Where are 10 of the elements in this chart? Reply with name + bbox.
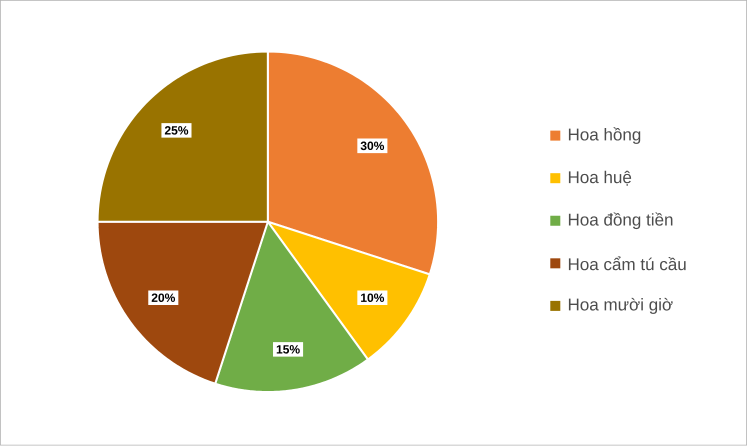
data-label: 10%: [361, 294, 384, 302]
legend-label: Hoa cẩm tú cầu: [568, 256, 686, 271]
legend-label: Hoa huệ: [568, 170, 632, 186]
data-label: 15%: [276, 345, 300, 354]
data-label: 20%: [152, 294, 176, 302]
data-label: 30%: [360, 142, 384, 150]
legend-label: Hoa mười giờ: [568, 298, 673, 314]
data-label: 25%: [164, 126, 188, 135]
legend-label: Hoa hồng: [568, 128, 640, 144]
legend-label: Hoa đồng tiền: [568, 212, 672, 230]
